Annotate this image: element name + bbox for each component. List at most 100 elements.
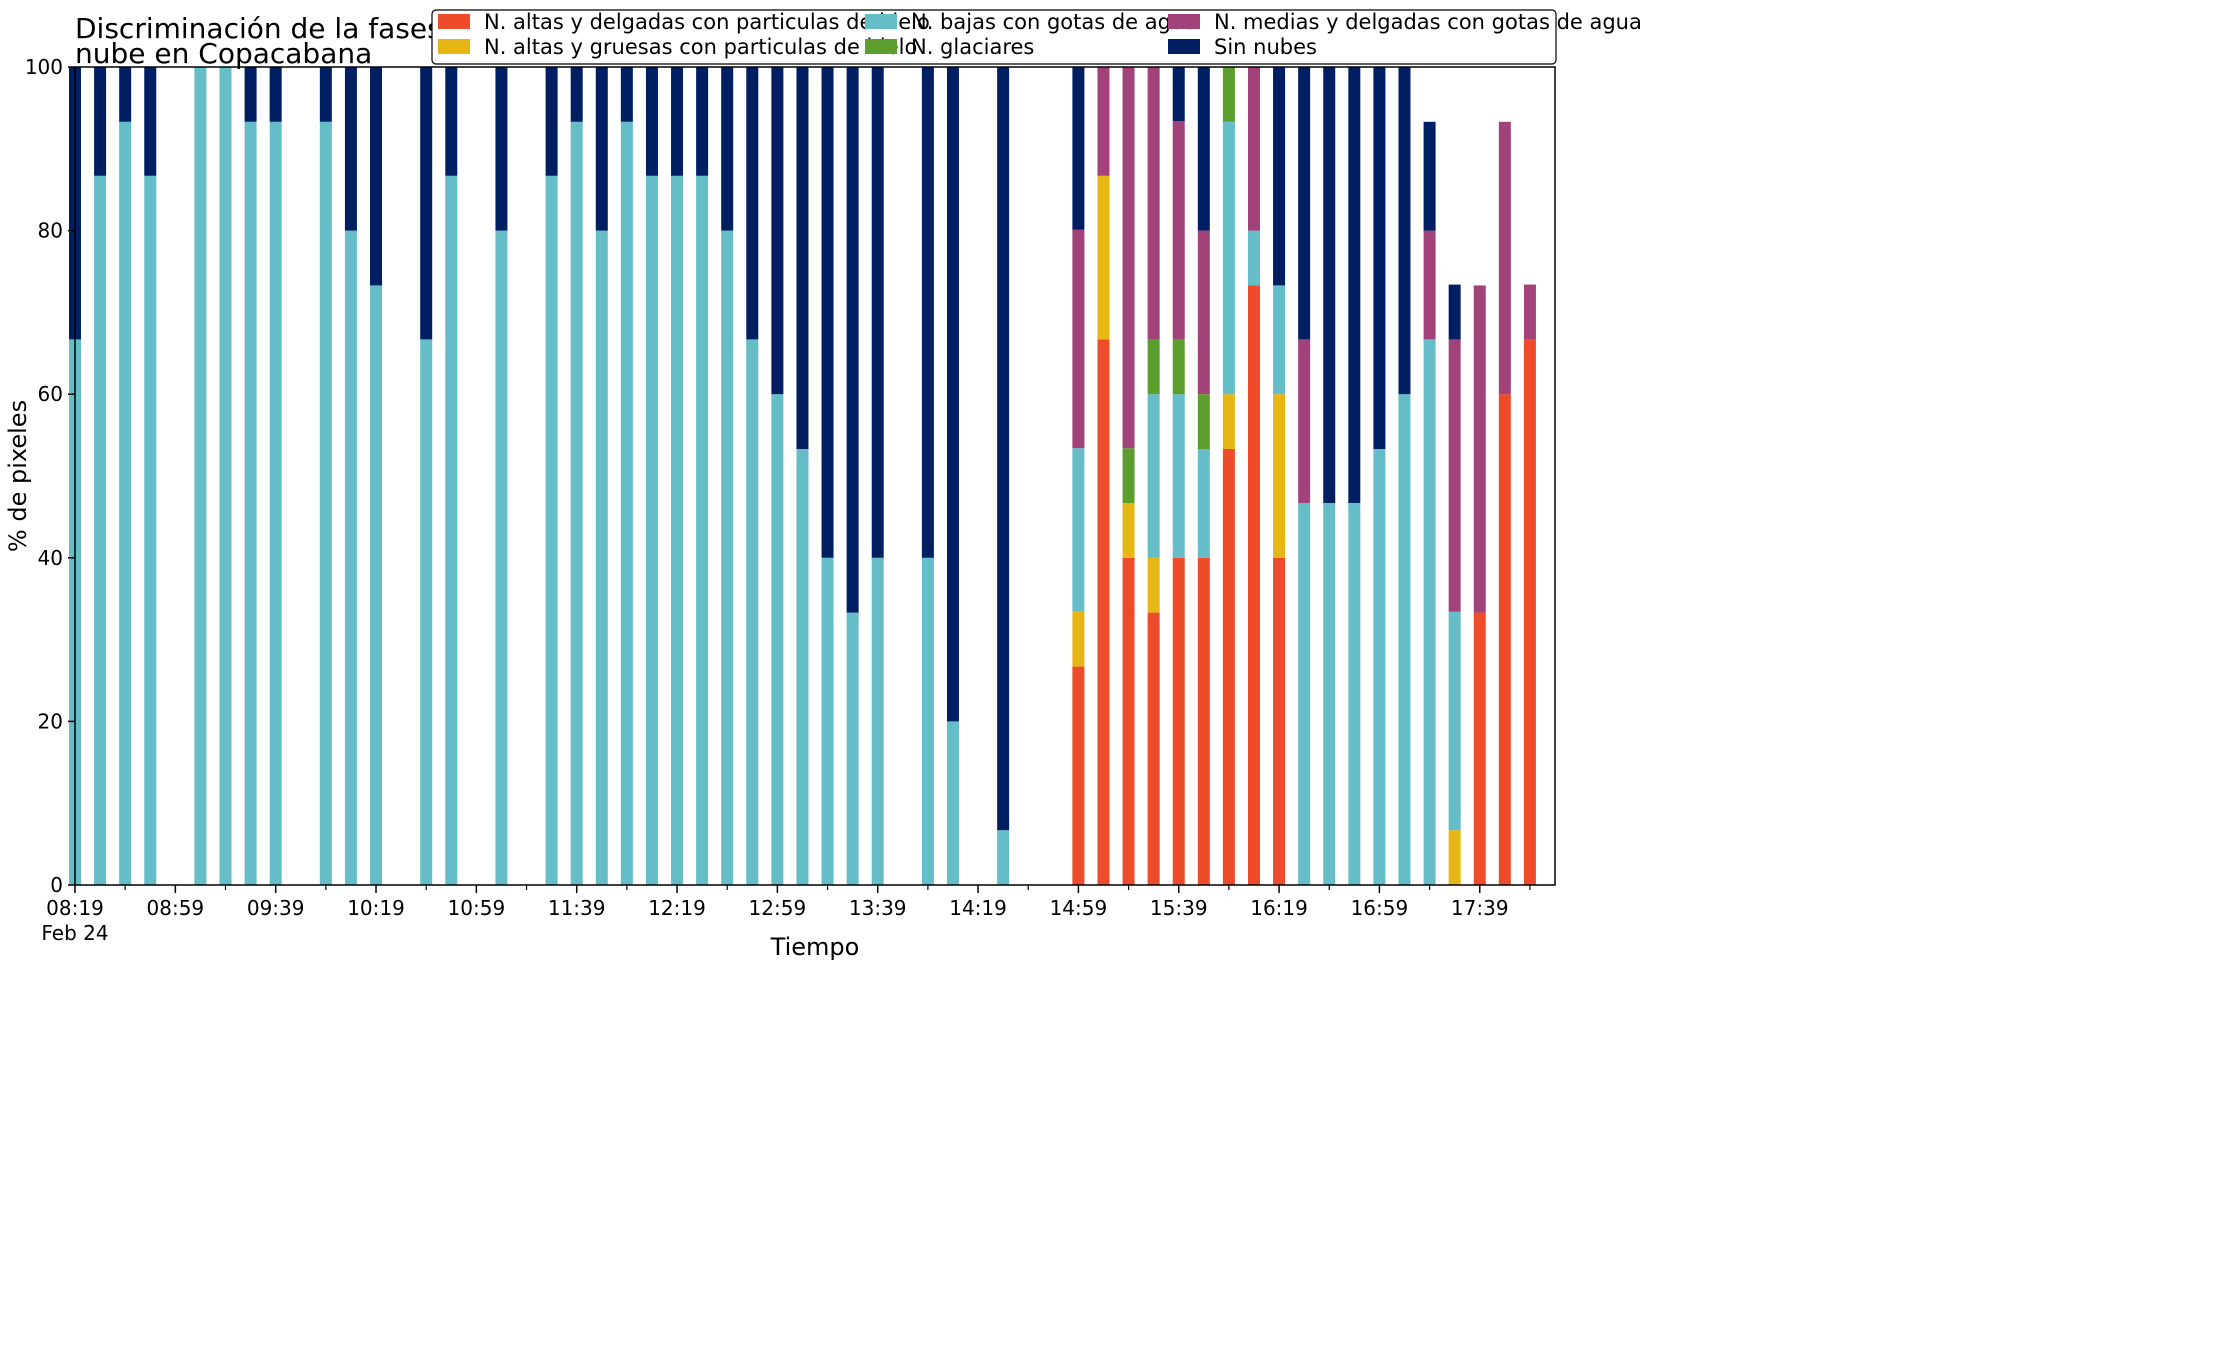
bar-agua-bajas [1423, 339, 1436, 885]
legend-label: Sin nubes [1214, 35, 1317, 59]
legend-label: N. altas y delgadas con particulas de hi… [484, 10, 930, 34]
bar-hielo-delgadas [1172, 557, 1185, 885]
bar-sin-nubes [1197, 67, 1210, 231]
bar-agua-medias [1247, 67, 1260, 231]
bar-sin-nubes [370, 67, 383, 286]
bar-agua-bajas [1072, 448, 1085, 612]
bar-hielo-delgadas [1523, 339, 1536, 885]
bar-sin-nubes [1398, 67, 1411, 395]
legend-swatch [438, 39, 470, 54]
bar-glaciares [1222, 67, 1235, 122]
bar-hielo-gruesas [1072, 611, 1085, 667]
bar-agua-medias [1473, 285, 1486, 613]
bar-agua-bajas [1348, 502, 1361, 885]
bar-agua-medias [1197, 230, 1210, 395]
bar-agua-bajas [871, 557, 884, 885]
bar-agua-bajas [1323, 502, 1336, 885]
bar-sin-nubes [946, 67, 959, 722]
bar-agua-bajas [846, 612, 859, 885]
bar-agua-bajas [696, 175, 709, 886]
bar-sin-nubes [696, 67, 709, 176]
bar-hielo-delgadas [1247, 285, 1260, 885]
bar-agua-bajas [1398, 394, 1411, 885]
bar-hielo-gruesas [1147, 557, 1160, 613]
bar-agua-bajas [921, 557, 934, 885]
bar-sin-nubes [144, 67, 157, 176]
bar-agua-bajas [1247, 230, 1260, 286]
bar-agua-bajas [144, 175, 157, 886]
bar-agua-bajas [1298, 502, 1311, 885]
bar-sin-nubes [645, 67, 658, 176]
bar-agua-bajas [721, 230, 734, 886]
legend: N. altas y delgadas con particulas de hi… [431, 9, 1642, 65]
bar-hielo-gruesas [1448, 830, 1461, 885]
y-axis-label: % de pixeles [4, 400, 32, 552]
legend-swatch [438, 14, 470, 29]
bar-hielo-delgadas [1097, 339, 1110, 885]
bar-agua-bajas [946, 721, 959, 885]
bars-layer [69, 67, 1536, 886]
x-tick-label: 10:59 [448, 896, 506, 920]
bar-agua-bajas [319, 121, 332, 885]
bar-sin-nubes [997, 67, 1010, 831]
bar-agua-bajas [746, 339, 759, 885]
bar-hielo-gruesas [1222, 394, 1235, 450]
bar-sin-nubes [1448, 284, 1461, 340]
bar-agua-medias [1172, 120, 1185, 340]
legend-swatch [1168, 14, 1200, 29]
bar-sin-nubes [545, 67, 558, 176]
bar-sin-nubes [119, 67, 132, 122]
legend-frame [431, 9, 1557, 65]
bar-hielo-delgadas [1122, 557, 1135, 885]
x-tick-label: 14:19 [949, 896, 1007, 920]
bar-agua-bajas [344, 230, 357, 886]
bar-sin-nubes [269, 67, 282, 122]
bar-sin-nubes [671, 67, 684, 176]
x-axis-label: Tiempo [770, 933, 860, 961]
x-tick-label: 10:19 [347, 896, 405, 920]
bar-agua-bajas [821, 557, 834, 885]
legend-label: N. medias y delgadas con gotas de agua [1214, 10, 1642, 34]
bar-agua-medias [1147, 67, 1160, 340]
bar-agua-bajas [997, 830, 1010, 885]
x-tick-label: 16:19 [1250, 896, 1308, 920]
bar-hielo-delgadas [1273, 557, 1286, 885]
bar-agua-bajas [194, 67, 207, 885]
bar-sin-nubes [570, 67, 583, 122]
bar-sin-nubes [921, 67, 934, 558]
bar-sin-nubes [620, 67, 633, 122]
bar-sin-nubes [871, 67, 884, 558]
bar-agua-bajas [445, 175, 458, 886]
legend-label: N. bajas con gotas de agua [911, 10, 1197, 34]
bar-sin-nubes [1273, 67, 1286, 286]
bar-agua-bajas [671, 175, 684, 886]
legend-swatch [865, 14, 897, 29]
bar-agua-bajas [1147, 394, 1160, 558]
bar-agua-bajas [119, 121, 132, 885]
bar-agua-bajas [645, 175, 658, 886]
x-tick-label: 09:39 [247, 896, 305, 920]
bar-sin-nubes [1323, 67, 1336, 503]
bar-sin-nubes [1072, 67, 1085, 230]
legend-swatch [865, 39, 897, 54]
y-tick-label: 100 [25, 55, 63, 79]
x-date-label: Feb 24 [41, 921, 108, 945]
y-tick-label: 40 [38, 546, 63, 570]
chart-title-line: nube en Copacabana [75, 37, 372, 70]
bar-hielo-delgadas [1072, 666, 1085, 885]
bar-agua-bajas [1273, 285, 1286, 395]
bar-hielo-gruesas [1097, 175, 1110, 340]
bar-agua-bajas [796, 449, 809, 885]
bar-hielo-gruesas [1122, 502, 1135, 558]
bar-sin-nubes [846, 67, 859, 613]
bar-hielo-delgadas [1222, 449, 1235, 885]
x-tick-label: 12:19 [648, 896, 706, 920]
bar-hielo-delgadas [1197, 557, 1210, 885]
x-tick-label: 08:19 [46, 896, 104, 920]
bar-agua-bajas [1172, 394, 1185, 558]
bar-agua-bajas [570, 121, 583, 885]
bar-sin-nubes [1423, 121, 1436, 231]
bar-agua-medias [1423, 230, 1436, 340]
